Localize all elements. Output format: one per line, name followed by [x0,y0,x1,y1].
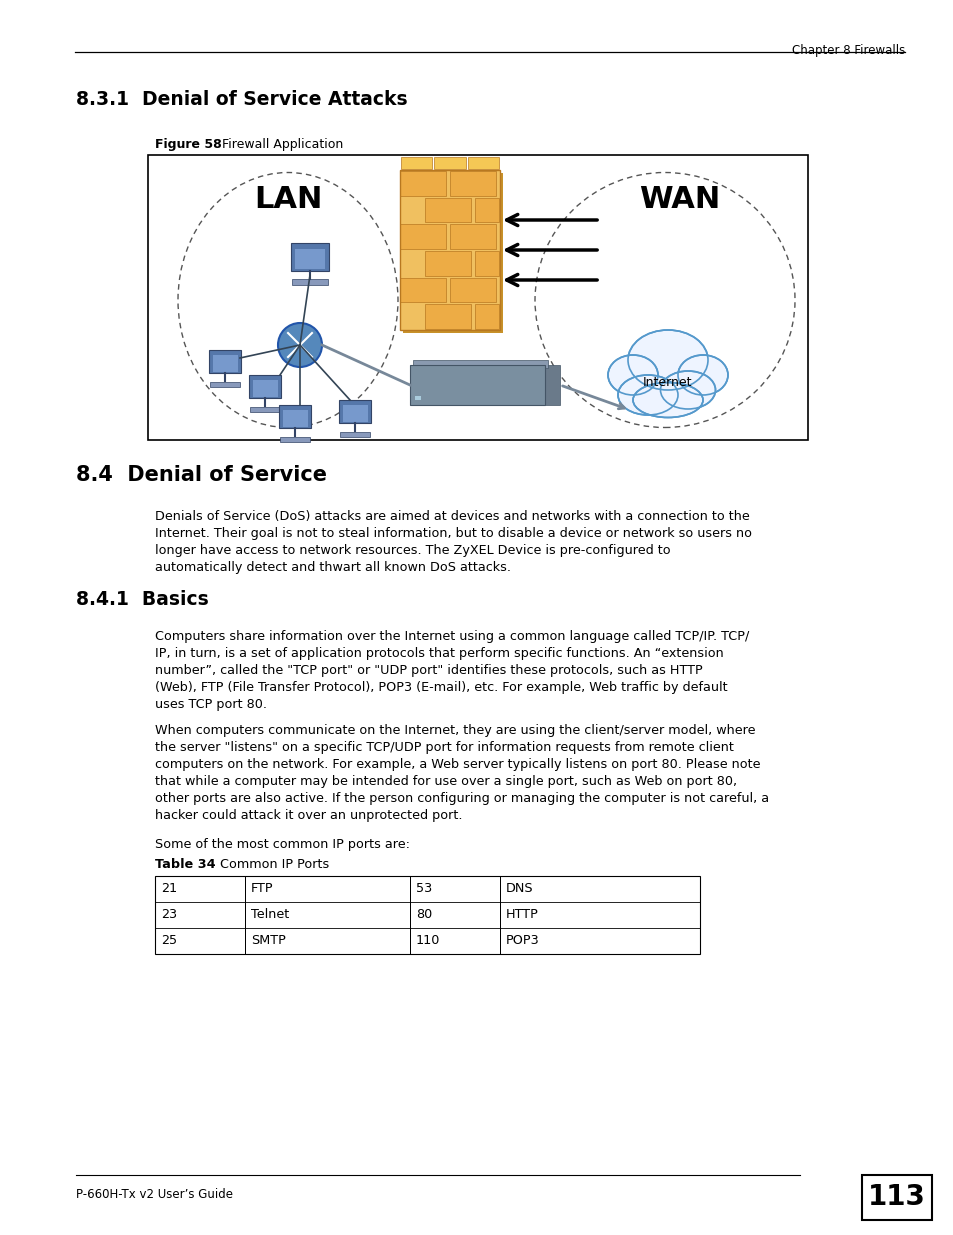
Bar [399,170,499,330]
Text: 21: 21 [161,883,177,895]
Bar [424,198,471,222]
Text: 110: 110 [416,935,440,947]
Bar [400,225,446,249]
Bar [294,249,325,269]
Text: 53: 53 [416,883,432,895]
Text: WAN: WAN [639,185,720,214]
Bar [410,366,544,405]
Text: Internet: Internet [642,375,692,389]
Ellipse shape [627,330,707,390]
Bar [475,251,498,275]
Text: 23: 23 [161,909,177,921]
FancyBboxPatch shape [278,405,311,429]
Bar [475,304,498,329]
Bar [544,366,559,405]
Bar [292,279,328,285]
Text: 8.3.1  Denial of Service Attacks: 8.3.1 Denial of Service Attacks [76,90,407,109]
FancyBboxPatch shape [402,173,502,333]
FancyBboxPatch shape [434,157,465,169]
FancyBboxPatch shape [862,1174,931,1220]
Bar [253,380,277,396]
Text: 25: 25 [161,935,177,947]
Bar [450,278,496,303]
Text: 8.4.1  Basics: 8.4.1 Basics [76,590,209,609]
Ellipse shape [633,383,702,417]
Text: hacker could attack it over an unprotected port.: hacker could attack it over an unprotect… [154,809,462,823]
Text: P-660H-Tx v2 User’s Guide: P-660H-Tx v2 User’s Guide [76,1188,233,1200]
Text: Chapter 8 Firewalls: Chapter 8 Firewalls [791,44,904,57]
Bar [399,170,499,330]
Bar [213,354,237,372]
Text: (Web), FTP (File Transfer Protocol), POP3 (E-mail), etc. For example, Web traffi: (Web), FTP (File Transfer Protocol), POP… [154,680,727,694]
Bar [415,396,420,400]
Text: POP3: POP3 [505,935,539,947]
Text: Figure 58: Figure 58 [154,138,221,151]
Text: 80: 80 [416,909,432,921]
Text: longer have access to network resources. The ZyXEL Device is pre-configured to: longer have access to network resources.… [154,543,670,557]
Bar [280,437,310,442]
Text: SMTP: SMTP [251,935,286,947]
Text: HTTP: HTTP [505,909,538,921]
Text: Telnet: Telnet [251,909,289,921]
Bar [210,382,240,387]
Bar [154,876,700,953]
Bar [450,225,496,249]
Bar [450,170,496,195]
Bar [250,408,280,412]
Text: uses TCP port 80.: uses TCP port 80. [154,698,267,711]
FancyBboxPatch shape [400,157,432,169]
Text: FTP: FTP [251,883,274,895]
Bar [400,278,446,303]
Bar [148,156,807,440]
Text: Firewall Application: Firewall Application [222,138,343,151]
FancyBboxPatch shape [338,400,371,424]
Ellipse shape [659,370,715,409]
Ellipse shape [607,354,658,395]
Text: 8.4  Denial of Service: 8.4 Denial of Service [76,466,327,485]
Ellipse shape [618,375,678,415]
Text: the server "listens" on a specific TCP/UDP port for information requests from re: the server "listens" on a specific TCP/U… [154,741,733,755]
Ellipse shape [678,354,727,395]
FancyBboxPatch shape [291,243,329,270]
FancyBboxPatch shape [413,359,547,368]
Text: When computers communicate on the Internet, they are using the client/server mod: When computers communicate on the Intern… [154,724,755,737]
Text: LAN: LAN [253,185,322,214]
Bar [343,405,368,422]
Text: IP, in turn, is a set of application protocols that perform specific functions. : IP, in turn, is a set of application pro… [154,647,723,659]
Bar [283,410,308,427]
Text: Computers share information over the Internet using a common language called TCP: Computers share information over the Int… [154,630,748,643]
FancyBboxPatch shape [209,350,241,373]
Text: DNS: DNS [505,883,533,895]
Text: Some of the most common IP ports are:: Some of the most common IP ports are: [154,839,410,851]
Bar [400,170,446,195]
Text: that while a computer may be intended for use over a single port, such as Web on: that while a computer may be intended fo… [154,776,737,788]
Text: Common IP Ports: Common IP Ports [220,858,329,871]
Bar [475,198,498,222]
FancyBboxPatch shape [467,157,498,169]
Text: computers on the network. For example, a Web server typically listens on port 80: computers on the network. For example, a… [154,758,760,771]
Text: other ports are also active. If the person configuring or managing the computer : other ports are also active. If the pers… [154,792,768,805]
Text: 113: 113 [867,1183,925,1212]
Text: Table 34: Table 34 [154,858,215,871]
Bar [424,251,471,275]
Text: automatically detect and thwart all known DoS attacks.: automatically detect and thwart all know… [154,561,511,574]
FancyBboxPatch shape [249,375,281,398]
Text: Internet. Their goal is not to steal information, but to disable a device or net: Internet. Their goal is not to steal inf… [154,527,751,540]
Text: number”, called the "TCP port" or "UDP port" identifies these protocols, such as: number”, called the "TCP port" or "UDP p… [154,664,702,677]
Bar [424,304,471,329]
Ellipse shape [277,324,322,367]
Bar [339,432,370,437]
Text: Denials of Service (DoS) attacks are aimed at devices and networks with a connec: Denials of Service (DoS) attacks are aim… [154,510,749,522]
